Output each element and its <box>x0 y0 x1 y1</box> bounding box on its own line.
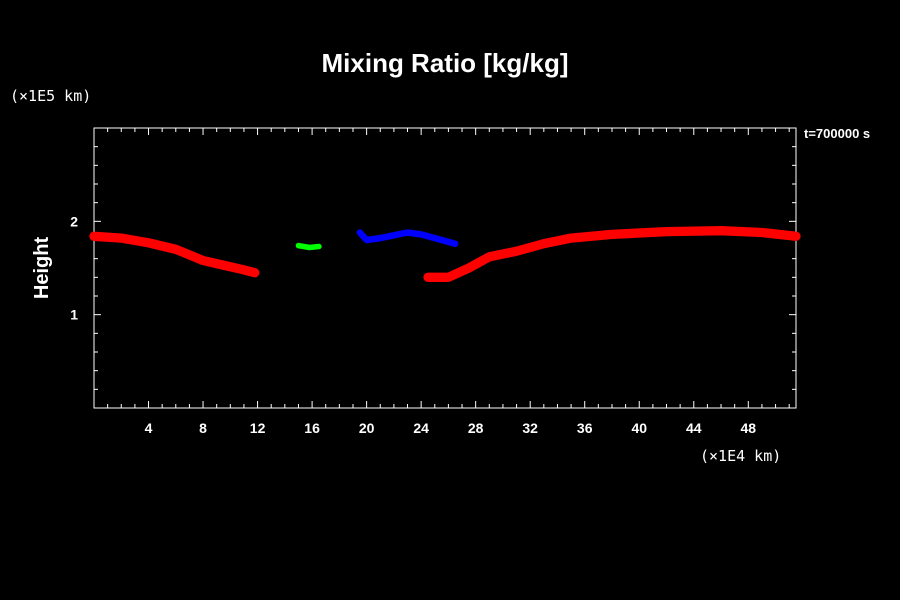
x-tick-label: 24 <box>413 420 429 436</box>
x-tick-label: 4 <box>145 420 153 436</box>
y-tick-label: 2 <box>70 213 78 229</box>
x-tick-label: 8 <box>199 420 207 436</box>
x-unit-label: (×1E4 km) <box>700 447 781 465</box>
series-line-4 <box>356 229 459 247</box>
chart-title: Mixing Ratio [kg/kg] <box>322 48 569 78</box>
series-line-2 <box>423 226 801 282</box>
x-tick-label: 44 <box>686 420 702 436</box>
x-tick-label: 48 <box>741 420 757 436</box>
plot-frame <box>93 127 797 409</box>
x-tick-label: 36 <box>577 420 593 436</box>
x-tick-label: 16 <box>304 420 320 436</box>
x-tick-label: 40 <box>631 420 647 436</box>
x-tick-label: 32 <box>522 420 538 436</box>
y-axis-title: Height <box>31 237 53 300</box>
x-tick-label: 20 <box>359 420 375 436</box>
y-tick-label: 1 <box>70 307 78 323</box>
x-tick-label: 12 <box>250 420 266 436</box>
y-unit-label: (×1E5 km) <box>10 87 91 105</box>
series-line-3 <box>295 242 322 251</box>
time-label: t=700000 s <box>804 126 870 141</box>
series-line-1 <box>89 231 260 278</box>
x-tick-label: 28 <box>468 420 484 436</box>
